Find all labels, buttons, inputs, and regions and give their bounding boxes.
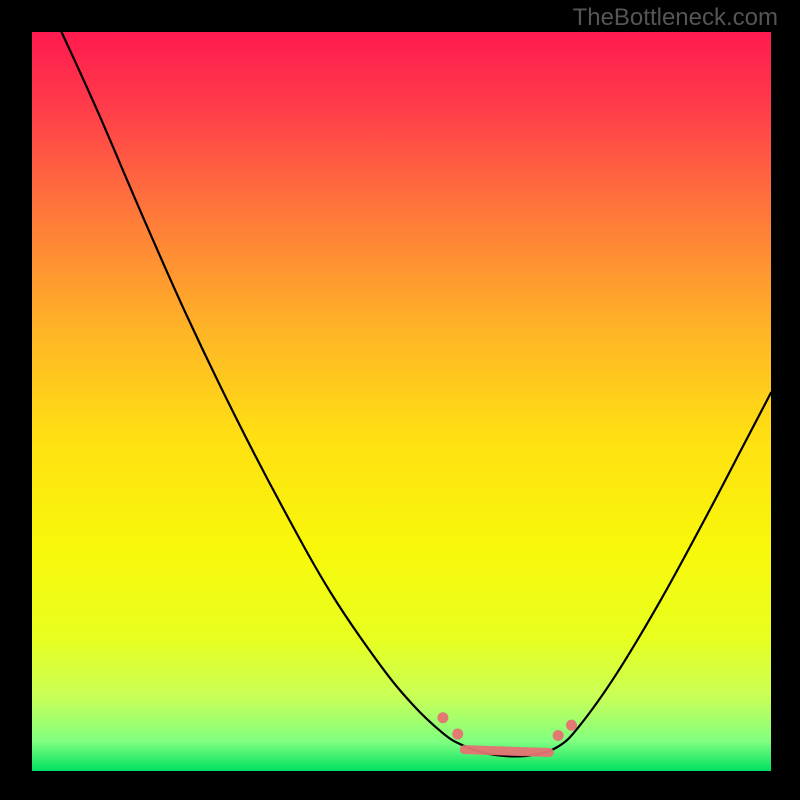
highlight-segment xyxy=(464,750,549,753)
highlight-dot xyxy=(553,730,564,741)
highlight-dot xyxy=(437,712,448,723)
plot-area xyxy=(32,32,771,771)
highlight-dot xyxy=(452,729,463,740)
highlight-group xyxy=(437,712,577,752)
curve-layer xyxy=(32,32,771,771)
chart-container: TheBottleneck.com xyxy=(0,0,800,800)
bottleneck-curve xyxy=(62,32,771,756)
watermark-text: TheBottleneck.com xyxy=(573,4,778,32)
highlight-dot xyxy=(566,720,577,731)
